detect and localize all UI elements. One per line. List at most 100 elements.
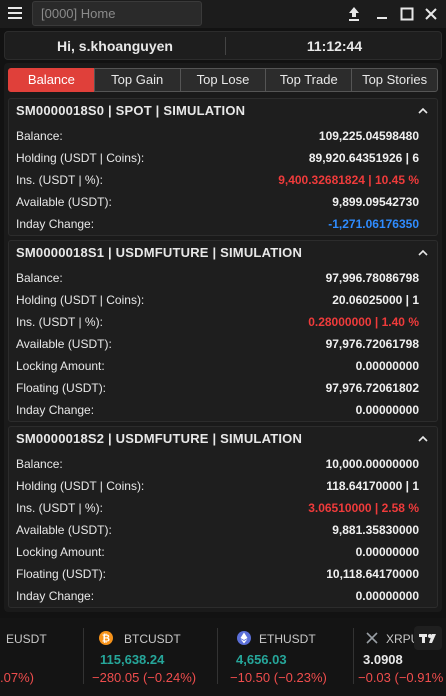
chevron-up-icon[interactable] — [417, 247, 429, 259]
menu-icon[interactable] — [8, 7, 22, 21]
row-label: Ins. (USDT | %): — [16, 173, 103, 187]
minimize-icon[interactable] — [372, 4, 392, 24]
account-row: Balance: 10,000.00000000 — [16, 454, 419, 476]
row-label: Holding (USDT | Coins): — [16, 293, 145, 307]
row-label: Holding (USDT | Coins): — [16, 151, 145, 165]
ticker-symbol: XRPU — [386, 632, 420, 646]
account-card-spot: SM0000018S0 | SPOT | SIMULATION Balance:… — [8, 98, 438, 236]
account-row: Inday Change: 0.00000000 — [16, 400, 419, 422]
balance-panel: Balance Top Gain Top Lose Top Trade Top … — [4, 63, 442, 612]
row-label: Ins. (USDT | %): — [16, 501, 103, 515]
ticker-symbol: ETHUSDT — [259, 632, 316, 646]
ticker-change: −0.03 (−0.91% — [358, 670, 444, 685]
account-row: Available (USDT): 97,976.72061798 — [16, 334, 419, 356]
row-value: 89,920.64351926 | 6 — [308, 151, 419, 165]
ticker-price: 4,656.03 — [236, 652, 287, 667]
greeting-text: Hi, s.khoanguyen — [57, 38, 173, 54]
account-row: Inday Change: -1,271.06176350 — [16, 214, 419, 236]
tab-top-lose[interactable]: Top Lose — [179, 68, 267, 92]
row-value: 0.00000000 — [355, 403, 419, 417]
bitcoin-icon: ₿ — [99, 631, 113, 645]
ticker-tape[interactable]: EUSDT .07%) ₿ BTCUSDT 115,638.24 −280.05… — [0, 618, 446, 696]
row-label: Inday Change: — [16, 403, 95, 417]
ticker-divider — [83, 628, 84, 684]
ticker-item[interactable]: ₿ BTCUSDT 115,638.24 −280.05 (−0.24%) — [90, 618, 218, 696]
title-bar — [0, 0, 446, 28]
row-value: 9,881.35830000 — [332, 523, 419, 537]
account-title: SM0000018S1 | USDMFUTURE | SIMULATION — [16, 245, 303, 260]
row-value: 97,976.72061798 — [325, 337, 419, 351]
row-value: 0.28000000 | 1.40 % — [308, 315, 419, 329]
row-label: Floating (USDT): — [16, 567, 107, 581]
row-label: Available (USDT): — [16, 195, 112, 209]
tab-top-trade[interactable]: Top Trade — [265, 68, 353, 92]
account-row: Locking Amount: 0.00000000 — [16, 542, 419, 564]
ticker-divider — [353, 628, 354, 684]
row-label: Locking Amount: — [16, 359, 105, 373]
account-row: Floating (USDT): 97,976.72061802 — [16, 378, 419, 400]
account-row: Balance: 97,996.78086798 — [16, 268, 419, 290]
row-label: Floating (USDT): — [16, 381, 107, 395]
ticker-price: 3.0908 — [363, 652, 403, 667]
ticker-symbol: EUSDT — [6, 632, 47, 646]
row-value: 97,996.78086798 — [325, 271, 419, 285]
account-row: Available (USDT): 9,881.35830000 — [16, 520, 419, 542]
row-label: Locking Amount: — [16, 545, 105, 559]
tab-bar: Balance Top Gain Top Lose Top Trade Top … — [8, 68, 438, 92]
row-value: 0.00000000 — [355, 545, 419, 559]
ticker-item[interactable]: XRPU 3.0908 −0.03 (−0.91% — [358, 618, 446, 696]
account-title: SM0000018S0 | SPOT | SIMULATION — [16, 103, 246, 118]
row-value: -1,271.06176350 — [328, 217, 419, 231]
account-row: Locking Amount: 0.00000000 — [16, 356, 419, 378]
maximize-icon[interactable] — [397, 4, 417, 24]
row-value: 9,899.09542730 — [332, 195, 419, 209]
chevron-up-icon[interactable] — [417, 433, 429, 445]
tradingview-logo-icon[interactable] — [414, 626, 442, 650]
clock-text: 11:12:44 — [306, 38, 363, 54]
account-row: Holding (USDT | Coins): 20.06025000 | 1 — [16, 290, 419, 312]
ticker-item[interactable]: ETHUSDT 4,656.03 −10.50 (−0.23%) — [226, 618, 354, 696]
row-value: 9,400.32681824 | 10.45 % — [278, 173, 419, 187]
row-label: Ins. (USDT | %): — [16, 315, 103, 329]
ticker-divider — [217, 628, 218, 684]
account-title: SM0000018S2 | USDMFUTURE | SIMULATION — [16, 431, 303, 446]
ticker-change: .07%) — [0, 670, 34, 685]
ticker-symbol: BTCUSDT — [124, 632, 181, 646]
ticker-price: 115,638.24 — [100, 652, 165, 667]
row-value: 10,118.64170000 — [326, 567, 419, 581]
xrp-icon — [366, 632, 378, 644]
upload-icon[interactable] — [344, 4, 364, 24]
row-value: 10,000.00000000 — [325, 457, 419, 471]
account-row: Holding (USDT | Coins): 118.64170000 | 1 — [16, 476, 419, 498]
account-row: Ins. (USDT | %): 0.28000000 | 1.40 % — [16, 312, 419, 334]
close-icon[interactable] — [421, 4, 441, 24]
ticker-change: −280.05 (−0.24%) — [92, 670, 197, 685]
tab-top-stories[interactable]: Top Stories — [351, 68, 438, 92]
row-label: Available (USDT): — [16, 523, 112, 537]
account-row: Balance: 109,225.04598480 — [16, 126, 419, 148]
row-value: 118.64170000 | 1 — [326, 479, 419, 493]
row-value: 0.00000000 — [355, 589, 419, 603]
svg-text:₿: ₿ — [102, 633, 110, 645]
ticker-item[interactable]: EUSDT .07%) — [0, 618, 90, 696]
row-label: Holding (USDT | Coins): — [16, 479, 145, 493]
row-value: 109,225.04598480 — [318, 129, 419, 143]
row-value: 3.06510000 | 2.58 % — [308, 501, 419, 515]
header-divider — [225, 37, 226, 55]
chevron-up-icon[interactable] — [417, 105, 429, 117]
row-label: Available (USDT): — [16, 337, 112, 351]
tab-balance[interactable]: Balance — [8, 68, 95, 92]
account-row: Holding (USDT | Coins): 89,920.64351926 |… — [16, 148, 419, 170]
ethereum-icon — [237, 631, 251, 645]
row-label: Balance: — [16, 129, 63, 143]
account-card-future-1: SM0000018S1 | USDMFUTURE | SIMULATION Ba… — [8, 240, 438, 422]
row-label: Inday Change: — [16, 217, 95, 231]
row-label: Balance: — [16, 271, 63, 285]
account-row: Inday Change: 0.00000000 — [16, 586, 419, 608]
row-value: 0.00000000 — [355, 359, 419, 373]
workspace-search-input[interactable] — [32, 1, 202, 26]
row-value: 97,976.72061802 — [325, 381, 419, 395]
account-row: Available (USDT): 9,899.09542730 — [16, 192, 419, 214]
account-row: Ins. (USDT | %): 9,400.32681824 | 10.45 % — [16, 170, 419, 192]
tab-top-gain[interactable]: Top Gain — [93, 68, 181, 92]
